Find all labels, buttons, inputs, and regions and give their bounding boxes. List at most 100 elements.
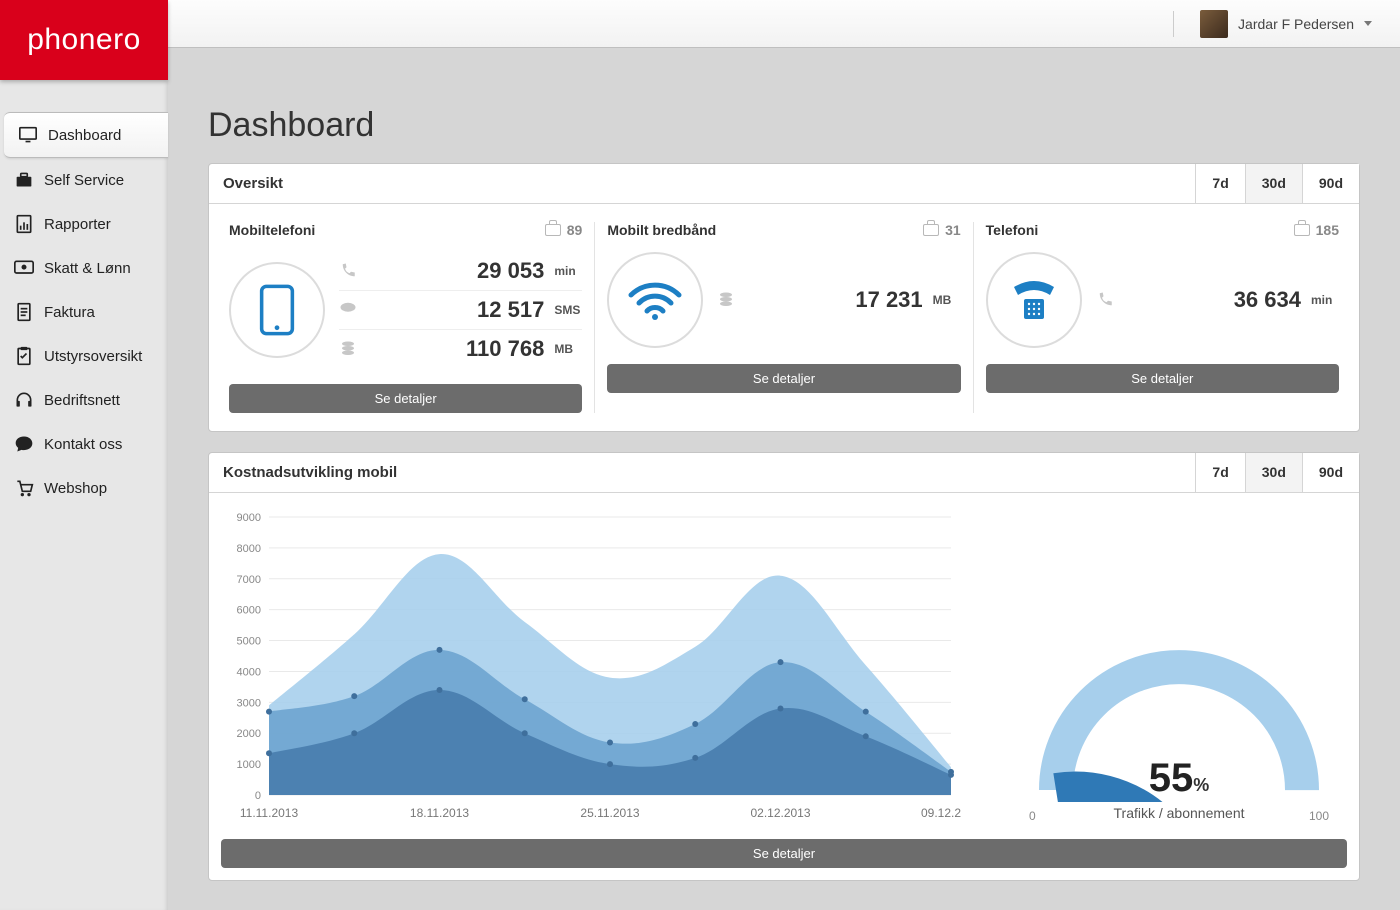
col-title: Mobilt bredbånd: [607, 222, 716, 238]
mobile-icon: [229, 262, 325, 358]
time-tab-30d[interactable]: 30d: [1245, 453, 1302, 492]
gauge-value: 55: [1149, 756, 1194, 800]
briefcase-icon: [1294, 224, 1310, 236]
svg-text:0: 0: [255, 790, 261, 802]
gauge-min: 0: [1029, 809, 1036, 823]
stat-line: 110 768 MB: [339, 330, 582, 368]
svg-text:6000: 6000: [237, 605, 261, 617]
sidebar-item-dashboard[interactable]: Dashboard: [4, 112, 168, 158]
phone-icon: [339, 262, 357, 280]
sidebar-item-rapporter[interactable]: Rapporter: [0, 202, 168, 246]
svg-text:25.11.2013: 25.11.2013: [580, 806, 639, 820]
time-tab-7d[interactable]: 7d: [1195, 453, 1244, 492]
svg-text:9000: 9000: [237, 512, 261, 524]
chevron-down-icon: [1364, 21, 1372, 26]
svg-text:7000: 7000: [237, 574, 261, 586]
chat-icon: [14, 434, 34, 454]
col-count: 89: [545, 222, 583, 238]
separator: [1173, 11, 1174, 37]
svg-text:2000: 2000: [237, 728, 261, 740]
deskphone-icon: [986, 252, 1082, 348]
cost-time-tabs: 7d30d90d: [1195, 453, 1359, 492]
svg-text:4000: 4000: [237, 666, 261, 678]
sidebar: Dashboard Self Service Rapporter Skatt &…: [0, 48, 168, 910]
sidebar-item-label: Rapporter: [44, 216, 111, 233]
svg-text:3000: 3000: [237, 697, 261, 709]
disk-icon: [717, 291, 735, 309]
username: Jardar F Pedersen: [1238, 16, 1354, 32]
sidebar-item-kontakt-oss[interactable]: Kontakt oss: [0, 422, 168, 466]
gauge: 55% Trafikk / abonnement 0 100: [999, 503, 1359, 829]
svg-text:09.12.2013: 09.12.2013: [921, 806, 961, 820]
report-icon: [14, 214, 34, 234]
sidebar-item-label: Kontakt oss: [44, 436, 122, 453]
page-title: Dashboard: [208, 106, 1360, 145]
document-icon: [14, 302, 34, 322]
stat-unit: MB: [554, 342, 582, 356]
time-tab-90d[interactable]: 90d: [1302, 164, 1359, 203]
time-tab-30d[interactable]: 30d: [1245, 164, 1302, 203]
overview-time-tabs: 7d30d90d: [1195, 164, 1359, 203]
overview-panel: Oversikt 7d30d90d Mobiltelefoni 89 29 05…: [208, 163, 1360, 432]
stat-value: 29 053: [477, 258, 544, 284]
main-content: Dashboard Oversikt 7d30d90d Mobiltelefon…: [168, 48, 1400, 910]
sidebar-item-label: Utstyrsoversikt: [44, 348, 142, 365]
gauge-max: 100: [1309, 809, 1329, 823]
sidebar-item-label: Webshop: [44, 480, 107, 497]
overview-column-0: Mobiltelefoni 89 29 053 min 12 517 SMS 1…: [217, 222, 595, 413]
sidebar-item-label: Dashboard: [48, 127, 121, 144]
stat-line: 17 231 MB: [717, 281, 960, 319]
sidebar-item-bedriftsnett[interactable]: Bedriftsnett: [0, 378, 168, 422]
briefcase-icon: [923, 224, 939, 236]
stat-unit: SMS: [554, 303, 582, 317]
cart-icon: [14, 478, 34, 498]
sidebar-item-label: Skatt & Lønn: [44, 260, 131, 277]
sidebar-item-label: Faktura: [44, 304, 95, 321]
sidebar-item-label: Self Service: [44, 172, 124, 189]
stat-unit: MB: [933, 293, 961, 307]
stat-line: 36 634 min: [1096, 281, 1339, 319]
svg-text:02.12.2013: 02.12.2013: [750, 806, 810, 820]
briefcase-icon: [545, 224, 561, 236]
sidebar-item-label: Bedriftsnett: [44, 392, 120, 409]
col-title: Mobiltelefoni: [229, 222, 315, 238]
svg-text:8000: 8000: [237, 543, 261, 555]
detail-button[interactable]: Se detaljer: [229, 384, 582, 413]
phone-icon: [1096, 291, 1114, 309]
brand-logo[interactable]: phonero: [0, 0, 168, 80]
avatar: [1200, 10, 1228, 38]
detail-button[interactable]: Se detaljer: [607, 364, 960, 393]
svg-text:11.11.2013: 11.11.2013: [240, 806, 299, 820]
col-count: 31: [923, 222, 961, 238]
time-tab-90d[interactable]: 90d: [1302, 453, 1359, 492]
col-count: 185: [1294, 222, 1339, 238]
stat-value: 12 517: [477, 297, 544, 323]
gauge-unit: %: [1193, 775, 1209, 795]
svg-text:18.11.2013: 18.11.2013: [410, 806, 469, 820]
sidebar-item-utstyrsoversikt[interactable]: Utstyrsoversikt: [0, 334, 168, 378]
disk-icon: [339, 340, 357, 358]
stat-line: 29 053 min: [339, 252, 582, 291]
cost-detail-button[interactable]: Se detaljer: [221, 839, 1347, 868]
time-tab-7d[interactable]: 7d: [1195, 164, 1244, 203]
user-menu[interactable]: Jardar F Pedersen: [1173, 10, 1400, 38]
detail-button[interactable]: Se detaljer: [986, 364, 1339, 393]
col-title: Telefoni: [986, 222, 1039, 238]
sidebar-item-faktura[interactable]: Faktura: [0, 290, 168, 334]
stat-line: 12 517 SMS: [339, 291, 582, 330]
cost-panel: Kostnadsutvikling mobil 7d30d90d 0 100 0 20…: [208, 452, 1360, 881]
sidebar-item-self-service[interactable]: Self Service: [0, 158, 168, 202]
stat-unit: min: [1311, 293, 1339, 307]
sms-icon: [339, 301, 357, 319]
sidebar-item-webshop[interactable]: Webshop: [0, 466, 168, 510]
cost-title: Kostnadsutvikling mobil: [209, 453, 411, 492]
stat-value: 110 768: [466, 336, 544, 362]
sidebar-item-skatt-l-nn[interactable]: Skatt & Lønn: [0, 246, 168, 290]
stat-unit: min: [554, 264, 582, 278]
overview-title: Oversikt: [209, 164, 297, 203]
wifi-icon: [607, 252, 703, 348]
stat-value: 36 634: [1234, 287, 1301, 313]
app-header: phonero Jardar F Pedersen: [0, 0, 1400, 48]
monitor-icon: [18, 125, 38, 145]
headset-icon: [14, 390, 34, 410]
